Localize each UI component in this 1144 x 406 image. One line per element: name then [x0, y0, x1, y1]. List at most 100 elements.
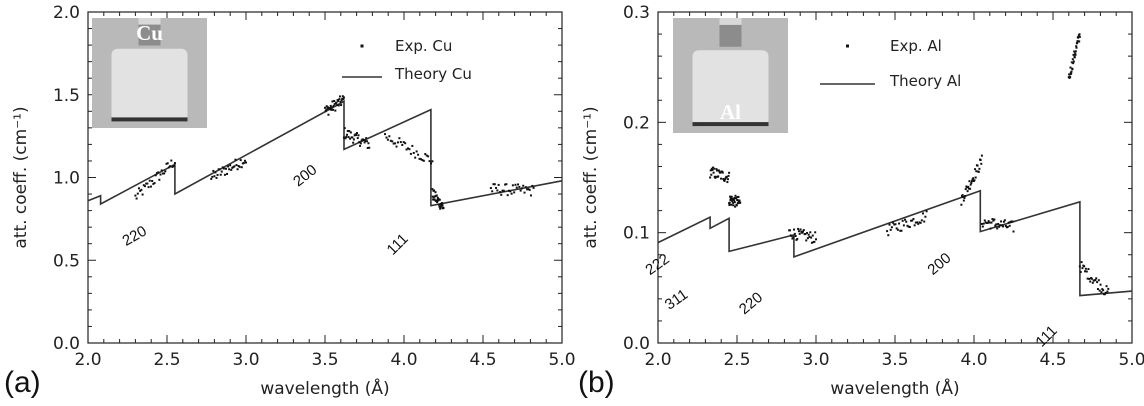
exp-point [709, 176, 712, 179]
exp-point [211, 175, 214, 178]
exp-points [134, 95, 535, 210]
exp-point [349, 131, 352, 134]
exp-point [900, 229, 903, 232]
exp-point [432, 196, 435, 199]
exp-point [438, 198, 441, 201]
exp-point [143, 185, 146, 188]
x-axis-label: wavelength (Å) [830, 377, 959, 399]
exp-point [1078, 33, 1081, 36]
exp-point [1079, 271, 1082, 274]
exp-point [970, 182, 973, 185]
exp-point [502, 189, 505, 192]
exp-point [419, 158, 422, 161]
exp-point [1073, 56, 1076, 59]
exp-point [1102, 289, 1105, 292]
exp-point [218, 168, 221, 171]
exp-point [916, 221, 919, 224]
exp-point [733, 196, 736, 199]
exp-point [1077, 34, 1080, 37]
exp-point [893, 223, 896, 226]
exp-point [730, 198, 733, 201]
exp-point [1001, 225, 1004, 228]
exp-point [352, 138, 355, 141]
exp-point [892, 221, 895, 224]
exp-point [728, 171, 731, 174]
exp-point [330, 108, 333, 111]
exp-point [235, 164, 238, 167]
exp-point [1078, 40, 1081, 43]
y-tick-label: 0.3 [623, 3, 650, 23]
exp-point [154, 174, 157, 177]
exp-point [343, 127, 346, 130]
x-tick-label: 3.0 [802, 350, 829, 370]
exp-point [161, 172, 164, 175]
exp-point [731, 200, 734, 203]
chart-panel-b: 0.0 0.1 0.2 0.3 2.0 2.5 3.0 3.5 4.0 4.5 5.0 wavelen… [578, 3, 1144, 399]
exp-point [967, 185, 970, 188]
exp-point [364, 139, 367, 142]
exp-point [402, 141, 405, 144]
exp-point [368, 146, 371, 149]
bragg-edge-label: 220 [120, 223, 150, 250]
exp-point [522, 184, 525, 187]
exp-point [506, 194, 509, 197]
exp-point [328, 108, 331, 111]
exp-point [713, 167, 716, 170]
exp-point [501, 189, 504, 192]
exp-point [527, 188, 530, 191]
x-tick-label: 2.5 [153, 350, 180, 370]
chart-panel-a: 0.0 0.5 1.0 1.5 2.0 2.0 2.5 3.0 3.5 4.0 4.5 5.0 wave… [4, 3, 576, 399]
exp-point [365, 137, 368, 140]
exp-point [1084, 270, 1087, 273]
exp-point [427, 155, 430, 158]
exp-point [140, 188, 143, 191]
sample-stem [138, 18, 161, 46]
exp-point [1096, 281, 1099, 284]
exp-point [348, 130, 351, 133]
bragg-edge-label: 200 [290, 161, 320, 190]
exp-point [964, 195, 967, 198]
exp-point [217, 168, 220, 171]
exp-point [335, 101, 338, 104]
legend-exp-label: Exp. Al [890, 37, 942, 55]
exp-point [349, 137, 352, 140]
theory-line [87, 100, 563, 207]
exp-point [719, 171, 722, 174]
exp-point [717, 175, 720, 178]
exp-point [1006, 225, 1009, 228]
exp-point [1012, 230, 1015, 233]
exp-point [711, 168, 714, 171]
exp-point [992, 219, 995, 222]
exp-point [802, 229, 805, 232]
exp-point [405, 148, 408, 151]
exp-point [155, 172, 158, 175]
exp-point [424, 153, 427, 156]
exp-point [439, 206, 442, 209]
exp-point [1070, 70, 1073, 73]
exp-point [434, 191, 437, 194]
exp-point [813, 240, 816, 243]
exp-point [727, 174, 730, 177]
exp-point [145, 182, 148, 185]
exp-point [231, 166, 234, 169]
exp-point [135, 197, 138, 200]
exp-point [999, 224, 1002, 227]
inset-photo: Al [673, 18, 788, 133]
legend-exp-label: Exp. Cu [395, 37, 452, 55]
exp-point [440, 201, 443, 204]
exp-point [242, 161, 245, 164]
exp-point [409, 152, 412, 155]
exp-point [966, 190, 969, 193]
exp-point [1068, 73, 1071, 76]
exp-point [888, 223, 891, 226]
exp-point [347, 136, 350, 139]
exp-point [738, 199, 741, 202]
exp-point [408, 148, 411, 151]
exp-point [983, 219, 986, 222]
bragg-edge-label: 111 [384, 230, 412, 258]
y-tick-label: 0.1 [623, 224, 650, 244]
exp-point [904, 218, 907, 221]
exp-point [980, 154, 983, 157]
exp-point [507, 189, 510, 192]
exp-point [1003, 219, 1006, 222]
